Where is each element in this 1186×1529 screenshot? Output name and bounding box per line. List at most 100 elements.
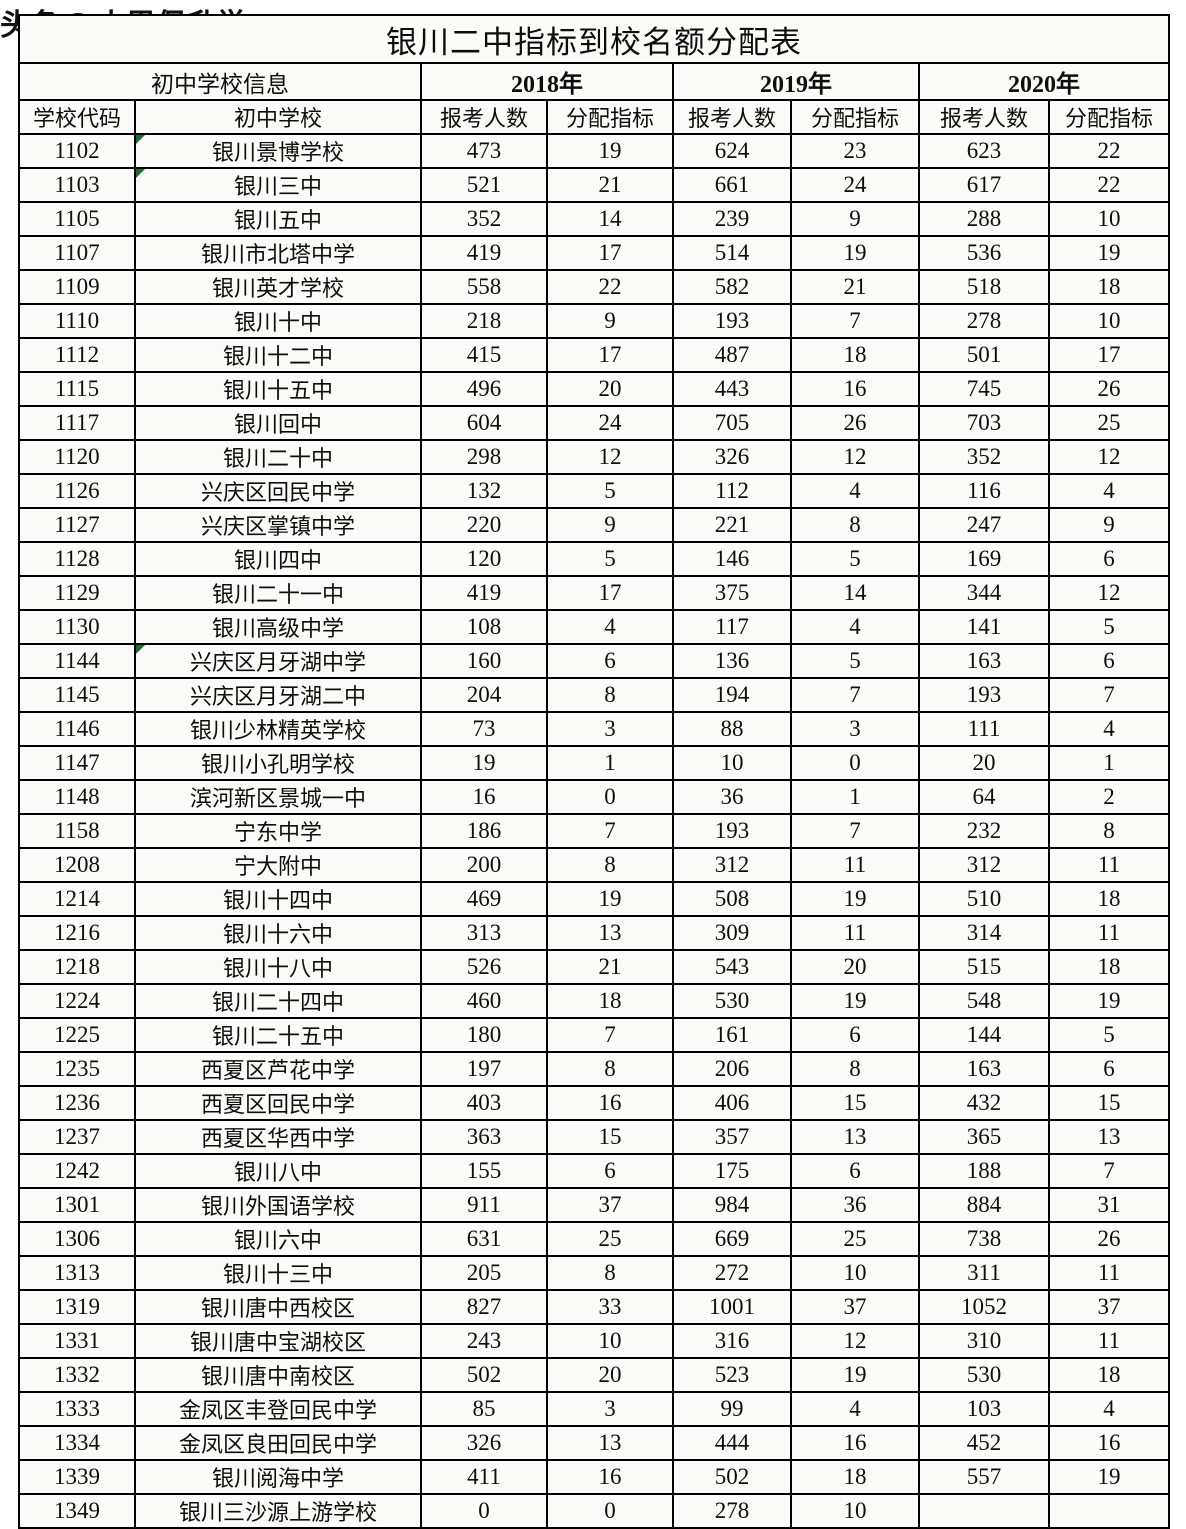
cell-quota-2020: 19 bbox=[1048, 1459, 1170, 1495]
cell-school-name: 银川八中 bbox=[134, 1153, 422, 1189]
cell-school-code: 1110 bbox=[18, 303, 136, 339]
cell-school-code: 1158 bbox=[18, 813, 136, 849]
cell-applicants-2019: 508 bbox=[672, 881, 792, 917]
cell-applicants-2018: 0 bbox=[420, 1493, 548, 1529]
cell-school-code: 1148 bbox=[18, 779, 136, 815]
cell-quota-2019: 15 bbox=[790, 1085, 920, 1121]
cell-school-code: 1102 bbox=[18, 133, 136, 169]
cell-quota-2020: 22 bbox=[1048, 167, 1170, 203]
cell-quota-2018: 20 bbox=[546, 1357, 674, 1393]
cell-applicants-2018: 197 bbox=[420, 1051, 548, 1087]
cell-quota-2018: 37 bbox=[546, 1187, 674, 1223]
cell-applicants-2020: 536 bbox=[918, 235, 1050, 271]
cell-applicants-2019: 175 bbox=[672, 1153, 792, 1189]
cell-quota-2019: 8 bbox=[790, 1051, 920, 1087]
cell-school-code: 1339 bbox=[18, 1459, 136, 1495]
cell-quota-2018: 10 bbox=[546, 1323, 674, 1359]
cell-quota-2019: 7 bbox=[790, 677, 920, 713]
table-row: 1313 银川十三中 205 8 272 10 311 11 bbox=[18, 1255, 1170, 1291]
cell-quota-2020: 15 bbox=[1048, 1085, 1170, 1121]
cell-quota-2019: 11 bbox=[790, 847, 920, 883]
cell-applicants-2018: 218 bbox=[420, 303, 548, 339]
cell-school-code: 1216 bbox=[18, 915, 136, 951]
cell-school-name: 银川三沙源上游学校 bbox=[134, 1493, 422, 1529]
cell-applicants-2020: 557 bbox=[918, 1459, 1050, 1495]
cell-applicants-2018: 180 bbox=[420, 1017, 548, 1053]
cell-school-name: 银川六中 bbox=[134, 1221, 422, 1257]
cell-school-code: 1107 bbox=[18, 235, 136, 271]
cell-school-code: 1109 bbox=[18, 269, 136, 305]
cell-quota-2018: 6 bbox=[546, 643, 674, 679]
table-body: 1102 银川景博学校 473 19 624 23 623 22 1103 银川三中 521 21 66… bbox=[18, 133, 1170, 1529]
cell-quota-2018: 5 bbox=[546, 541, 674, 577]
cell-school-name: 银川十五中 bbox=[134, 371, 422, 407]
cell-applicants-2019: 239 bbox=[672, 201, 792, 237]
cell-applicants-2020: 111 bbox=[918, 711, 1050, 747]
cell-school-name: 银川高级中学 bbox=[134, 609, 422, 645]
cell-applicants-2018: 155 bbox=[420, 1153, 548, 1189]
col-header-applicants-2018: 报考人数 bbox=[420, 99, 548, 135]
cell-school-name: 滨河新区景城一中 bbox=[134, 779, 422, 815]
cell-school-name: 西夏区华西中学 bbox=[134, 1119, 422, 1155]
cell-applicants-2019: 193 bbox=[672, 813, 792, 849]
table-row: 1237 西夏区华西中学 363 15 357 13 365 13 bbox=[18, 1119, 1170, 1155]
cell-applicants-2018: 73 bbox=[420, 711, 548, 747]
cell-applicants-2020: 344 bbox=[918, 575, 1050, 611]
cell-school-code: 1225 bbox=[18, 1017, 136, 1053]
cell-school-name: 银川十八中 bbox=[134, 949, 422, 985]
cell-quota-2018: 24 bbox=[546, 405, 674, 441]
cell-applicants-2018: 502 bbox=[420, 1357, 548, 1393]
table-row: 1103 银川三中 521 21 661 24 617 22 bbox=[18, 167, 1170, 203]
group-year-2018: 2018年 bbox=[420, 62, 674, 101]
cell-school-name: 银川阅海中学 bbox=[134, 1459, 422, 1495]
cell-quota-2018: 20 bbox=[546, 371, 674, 407]
cell-applicants-2019: 326 bbox=[672, 439, 792, 475]
cell-school-name: 银川二十四中 bbox=[134, 983, 422, 1019]
group-year-2019: 2019年 bbox=[672, 62, 920, 101]
cell-quota-2018: 8 bbox=[546, 1255, 674, 1291]
cell-applicants-2018: 16 bbox=[420, 779, 548, 815]
cell-quota-2020: 11 bbox=[1048, 1323, 1170, 1359]
group-year-2020: 2020年 bbox=[918, 62, 1170, 101]
cell-applicants-2018: 243 bbox=[420, 1323, 548, 1359]
table-row: 1236 西夏区回民中学 403 16 406 15 432 15 bbox=[18, 1085, 1170, 1121]
cell-applicants-2019: 624 bbox=[672, 133, 792, 169]
table-row: 1334 金凤区良田回民中学 326 13 444 16 452 16 bbox=[18, 1425, 1170, 1461]
cell-applicants-2019: 530 bbox=[672, 983, 792, 1019]
cell-quota-2018: 8 bbox=[546, 847, 674, 883]
cell-applicants-2020: 103 bbox=[918, 1391, 1050, 1427]
cell-applicants-2019: 312 bbox=[672, 847, 792, 883]
cell-quota-2018: 17 bbox=[546, 337, 674, 373]
cell-applicants-2020: 884 bbox=[918, 1187, 1050, 1223]
cell-quota-2019: 9 bbox=[790, 201, 920, 237]
cell-applicants-2020: 745 bbox=[918, 371, 1050, 407]
cell-quota-2019: 12 bbox=[790, 1323, 920, 1359]
cell-school-name: 兴庆区回民中学 bbox=[134, 473, 422, 509]
col-header-quota-2020: 分配指标 bbox=[1048, 99, 1170, 135]
cell-quota-2020: 18 bbox=[1048, 269, 1170, 305]
cell-applicants-2019: 309 bbox=[672, 915, 792, 951]
cell-applicants-2019: 194 bbox=[672, 677, 792, 713]
cell-applicants-2018: 204 bbox=[420, 677, 548, 713]
cell-applicants-2020: 501 bbox=[918, 337, 1050, 373]
cell-applicants-2018: 411 bbox=[420, 1459, 548, 1495]
cell-applicants-2019: 375 bbox=[672, 575, 792, 611]
cell-quota-2019: 5 bbox=[790, 643, 920, 679]
cell-school-code: 1129 bbox=[18, 575, 136, 611]
table-row: 1235 西夏区芦花中学 197 8 206 8 163 6 bbox=[18, 1051, 1170, 1087]
table-row: 1339 银川阅海中学 411 16 502 18 557 19 bbox=[18, 1459, 1170, 1495]
cell-quota-2018: 13 bbox=[546, 915, 674, 951]
cell-quota-2019: 12 bbox=[790, 439, 920, 475]
cell-school-code: 1147 bbox=[18, 745, 136, 781]
cell-quota-2020: 12 bbox=[1048, 575, 1170, 611]
table-row: 1331 银川唐中宝湖校区 243 10 316 12 310 11 bbox=[18, 1323, 1170, 1359]
cell-quota-2018: 14 bbox=[546, 201, 674, 237]
cell-school-name: 银川二十五中 bbox=[134, 1017, 422, 1053]
cell-applicants-2018: 415 bbox=[420, 337, 548, 373]
cell-applicants-2019: 443 bbox=[672, 371, 792, 407]
cell-school-code: 1214 bbox=[18, 881, 136, 917]
cell-applicants-2018: 200 bbox=[420, 847, 548, 883]
cell-applicants-2018: 120 bbox=[420, 541, 548, 577]
cell-quota-2018: 9 bbox=[546, 303, 674, 339]
cell-school-name: 银川唐中南校区 bbox=[134, 1357, 422, 1393]
